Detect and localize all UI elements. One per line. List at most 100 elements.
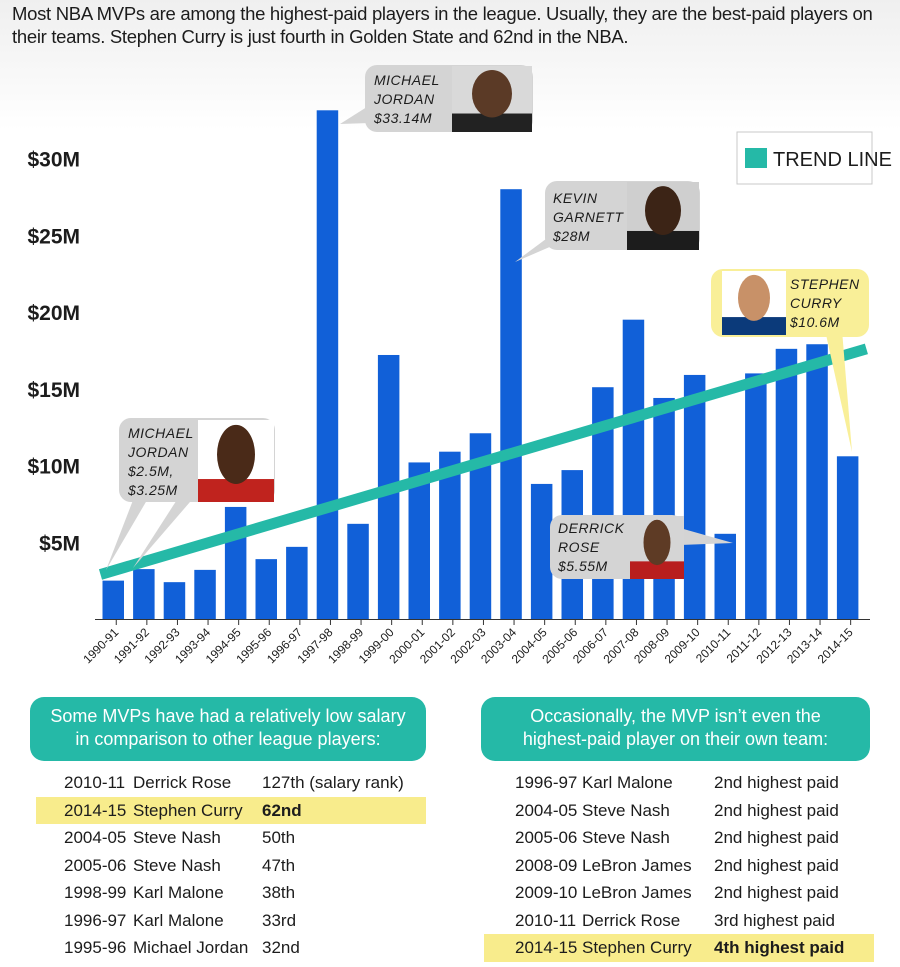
callout-text-line: $5.55M <box>557 558 608 574</box>
callout-text-line: $10.6M <box>789 314 840 330</box>
bar-1998-99 <box>347 523 369 619</box>
intro-line-2: their teams. Stephen Curry is just fourt… <box>12 26 629 47</box>
list-rank: 62nd <box>262 800 302 820</box>
list-row: 1996-97 Karl Malone 2nd highest paid <box>484 769 874 797</box>
intro-line-1: Most NBA MVPs are among the highest-paid… <box>12 3 873 24</box>
list-rank: 33rd <box>262 910 297 930</box>
bar-2002-03 <box>469 433 492 619</box>
list-row: 2014-15 Stephen Curry 4th highest paid <box>484 934 874 962</box>
callout-pointer <box>680 528 733 545</box>
callout-4: STEPHEN CURRY $10.6M <box>711 269 869 452</box>
photo-shirt <box>627 230 699 250</box>
bar-2000-01 <box>408 462 430 619</box>
y-axis: $5M $10M $15M $20M $25M $30M <box>27 149 80 556</box>
list-row: 2010-11 Derrick Rose 3rd highest paid <box>484 907 874 935</box>
list-rank: 32nd <box>262 938 300 957</box>
list-rank: 2nd highest paid <box>714 773 839 792</box>
y-tick-label: $25M <box>27 225 80 248</box>
list-player: Steve Nash <box>133 828 221 847</box>
list-player: Karl Malone <box>133 883 224 902</box>
callout-text-line: KEVIN <box>553 190 598 206</box>
left-panel-title: Some MVPs have had a relatively low sala… <box>30 697 426 761</box>
callout-text-line: $3.25M <box>127 482 178 498</box>
list-rank: 38th <box>262 883 296 902</box>
list-player: Michael Jordan <box>133 938 249 957</box>
bar-1997-98 <box>316 110 339 620</box>
list-row: 1996-97 Karl Malone 33rd <box>36 907 426 935</box>
bar-2008-09 <box>653 397 675 619</box>
left-panel-title-line-1: Some MVPs have had a relatively low sala… <box>50 706 406 726</box>
player-photo <box>722 271 786 335</box>
list-season: 2010-11 <box>64 773 126 792</box>
list-player: Derrick Rose <box>582 910 681 930</box>
y-tick-label: $20M <box>27 302 80 325</box>
legend-label: TREND LINE <box>773 149 892 171</box>
list-season: 2014-15 <box>515 938 578 957</box>
list-rank: 47th <box>262 855 296 875</box>
photo-face <box>643 519 671 566</box>
list-season: 2008-09 <box>515 855 578 875</box>
list-rank: 2nd highest paid <box>714 800 839 820</box>
callout-text-line: MICHAEL <box>374 72 440 88</box>
list-row: 2008-09 LeBron James 2nd highest paid <box>484 852 874 880</box>
bar-1995-96 <box>255 559 277 619</box>
callout-text-line: MICHAEL <box>128 425 194 441</box>
x-axis: 1990-911991-921992-931993-941994-951995-… <box>80 619 870 666</box>
y-tick-label: $15M <box>27 379 80 402</box>
callout-pointer <box>106 495 150 570</box>
list-season: 1996-97 <box>64 910 127 930</box>
callout-text-line: ROSE <box>558 539 600 555</box>
team-rank-list: 1996-97 Karl Malone 2nd highest paid 2004-0… <box>484 769 874 962</box>
photo-shirt <box>452 113 532 132</box>
callout-text-line: JORDAN <box>373 91 435 107</box>
bar-1993-94 <box>194 569 216 619</box>
y-tick-label: $5M <box>39 532 80 555</box>
bar-1991-92 <box>133 569 155 619</box>
photo-shirt <box>630 561 684 579</box>
list-rank: 2nd highest paid <box>714 828 839 847</box>
list-rank: 2nd highest paid <box>714 855 839 875</box>
trend-line-layer <box>98 343 868 580</box>
list-rank: 3rd highest paid <box>714 910 835 930</box>
callout-text-line: STEPHEN <box>790 276 860 292</box>
legend-swatch <box>745 148 767 168</box>
list-season: 1996-97 <box>515 773 578 792</box>
bar-2009-10 <box>683 374 706 619</box>
callout-text-line: DERRICK <box>558 520 625 536</box>
y-tick-label: $30M <box>27 149 80 172</box>
y-tick-label: $10M <box>27 456 80 479</box>
list-row: 2009-10 LeBron James 2nd highest paid <box>484 879 874 907</box>
list-season: 2004-05 <box>64 828 127 847</box>
callout-pointer <box>133 495 196 568</box>
callout-0: MICHAEL JORDAN $2.5M, $3.25M <box>106 418 275 570</box>
list-row: 1998-99 Karl Malone 38th <box>36 879 426 907</box>
trend-line <box>98 343 868 580</box>
photo-shirt <box>722 317 786 335</box>
photo-face <box>472 69 512 118</box>
right-panel-title: Occasionally, the MVP isn’t even the hig… <box>481 697 870 761</box>
list-season: 2010-11 <box>515 910 577 930</box>
list-season: 2005-06 <box>515 828 578 847</box>
list-rank: 4th highest paid <box>714 938 845 957</box>
player-photo <box>627 182 699 250</box>
callout-pointer <box>340 105 370 124</box>
callout-text-line: $33.14M <box>373 110 432 126</box>
player-photo <box>452 66 532 132</box>
list-row: 2010-11 Derrick Rose 127th (salary rank) <box>36 769 426 797</box>
callout-text-line: $2.5M, <box>127 463 174 479</box>
player-photo <box>630 516 684 579</box>
bar-2014-15 <box>836 456 859 619</box>
bar-2010-11 <box>714 533 736 619</box>
photo-face <box>738 274 770 321</box>
list-row: 2004-05 Steve Nash 2nd highest paid <box>484 797 874 825</box>
player-photo <box>198 420 274 502</box>
photo-face <box>217 424 255 484</box>
bars <box>102 110 859 620</box>
list-row: 1995-96 Michael Jordan 32nd <box>36 934 426 962</box>
list-row: 2004-05 Steve Nash 50th <box>36 824 426 852</box>
bar-2003-04 <box>500 189 522 619</box>
bar-1990-91 <box>102 580 124 619</box>
callout-pointer <box>825 330 852 452</box>
list-season: 1995-96 <box>64 938 127 957</box>
